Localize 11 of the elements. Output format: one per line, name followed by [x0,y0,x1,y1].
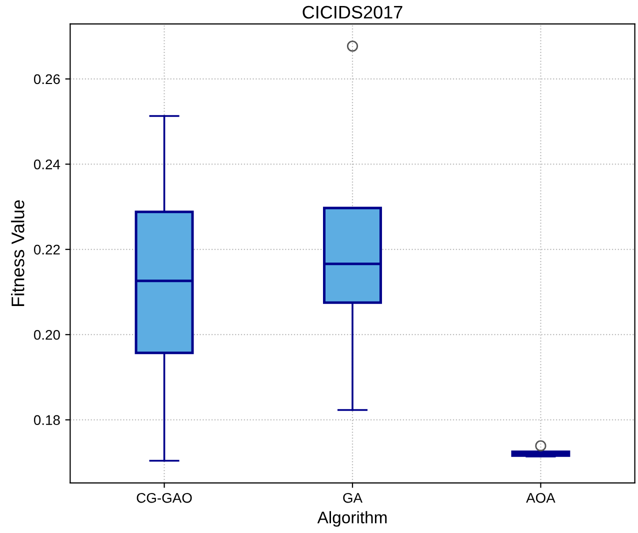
y-tick-label: 0.24 [34,160,60,170]
y-axis-title: Fitness Value [11,200,24,306]
x-tick-label: CG-GAO [136,492,192,503]
y-tick-label: 0.20 [34,330,60,340]
y-tick-label: 0.18 [34,415,60,426]
y-tick-label: 0.26 [34,74,60,84]
x-tick-label: AOA [526,492,556,503]
x-axis-title: Algorithm [317,511,387,527]
x-tick-label: GA [343,492,362,503]
y-tick-label: 0.22 [34,244,60,255]
chart-title: CICIDS2017 [302,6,402,19]
